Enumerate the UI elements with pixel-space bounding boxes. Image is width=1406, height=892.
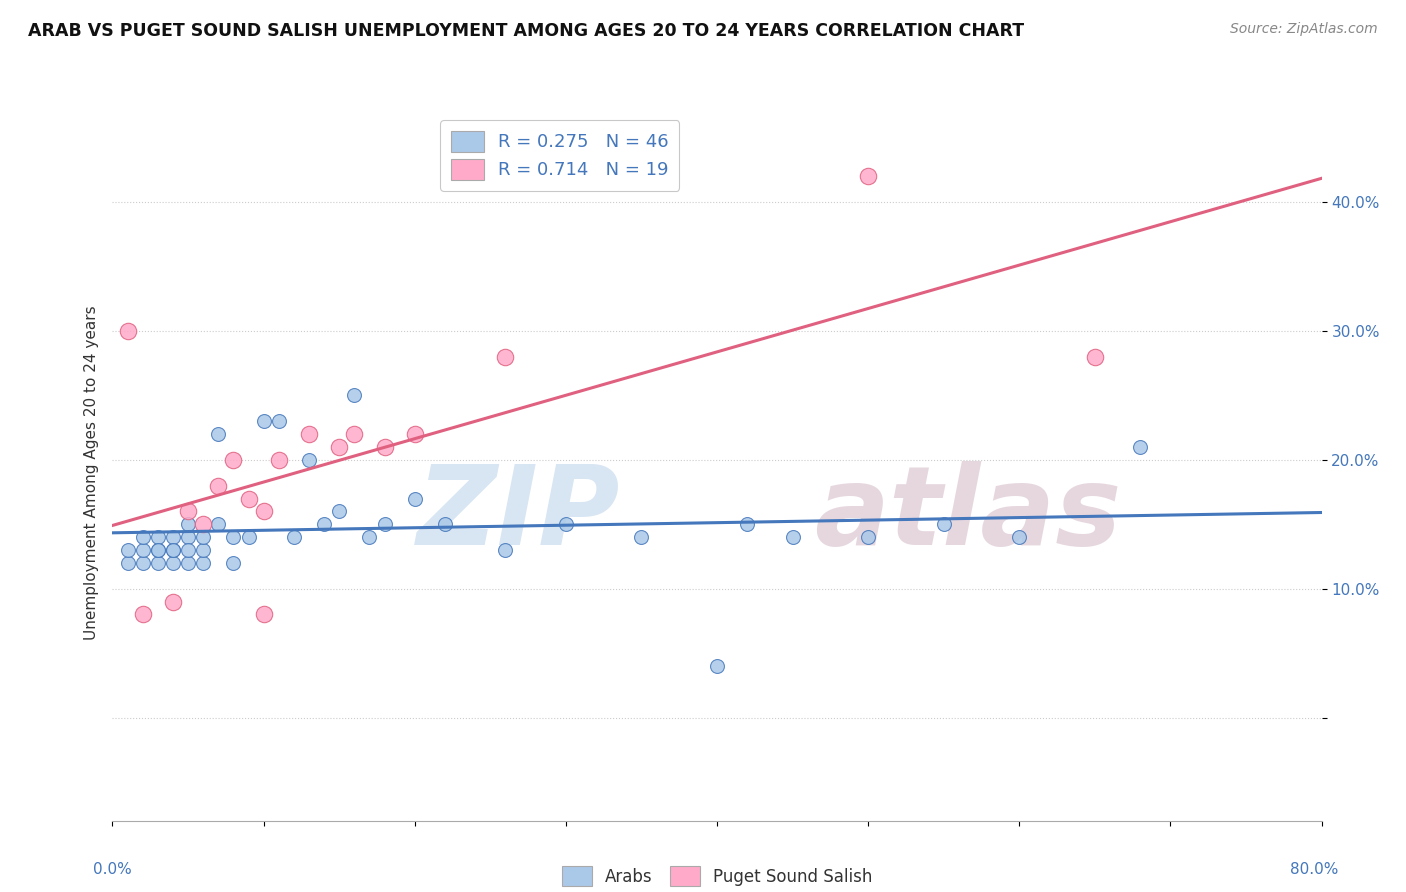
Point <box>343 388 366 402</box>
Point <box>343 427 366 442</box>
Point <box>207 478 229 492</box>
Point <box>253 414 276 428</box>
Point <box>191 517 214 532</box>
Point <box>630 530 652 544</box>
Point <box>495 543 517 558</box>
Text: 80.0%: 80.0% <box>1291 863 1339 877</box>
Point <box>207 427 229 442</box>
Point <box>932 517 955 532</box>
Point <box>404 427 426 442</box>
Point <box>856 530 880 544</box>
Point <box>314 517 336 532</box>
Point <box>238 491 260 506</box>
Point <box>554 517 576 532</box>
Point <box>191 530 214 544</box>
Text: ARAB VS PUGET SOUND SALISH UNEMPLOYMENT AMONG AGES 20 TO 24 YEARS CORRELATION CH: ARAB VS PUGET SOUND SALISH UNEMPLOYMENT … <box>28 22 1024 40</box>
Point <box>162 530 184 544</box>
Point <box>706 659 728 673</box>
Text: 0.0%: 0.0% <box>93 863 132 877</box>
Point <box>433 517 456 532</box>
Point <box>495 350 517 364</box>
Point <box>737 517 759 532</box>
Point <box>207 517 229 532</box>
Point <box>177 504 200 518</box>
Point <box>177 556 200 570</box>
Point <box>177 530 200 544</box>
Text: ZIP: ZIP <box>416 461 620 568</box>
Point <box>374 517 396 532</box>
Point <box>267 414 290 428</box>
Point <box>177 517 200 532</box>
Y-axis label: Unemployment Among Ages 20 to 24 years: Unemployment Among Ages 20 to 24 years <box>83 305 98 640</box>
Point <box>191 556 214 570</box>
Point <box>328 440 350 454</box>
Point <box>191 543 214 558</box>
Point <box>374 440 396 454</box>
Point <box>162 543 184 558</box>
Text: atlas: atlas <box>814 461 1121 568</box>
Point <box>222 530 245 544</box>
Point <box>298 427 321 442</box>
Point <box>298 453 321 467</box>
Point <box>1084 350 1107 364</box>
Point <box>162 594 184 608</box>
Point <box>177 543 200 558</box>
Point <box>328 504 350 518</box>
Point <box>117 324 139 338</box>
Point <box>1008 530 1031 544</box>
Point <box>283 530 305 544</box>
Point <box>132 607 155 622</box>
Point <box>162 543 184 558</box>
Point <box>132 556 155 570</box>
Legend: Arabs, Puget Sound Salish: Arabs, Puget Sound Salish <box>555 860 879 892</box>
Point <box>856 169 880 184</box>
Point <box>146 543 169 558</box>
Point <box>238 530 260 544</box>
Point <box>146 556 169 570</box>
Point <box>782 530 804 544</box>
Point <box>132 543 155 558</box>
Point <box>146 543 169 558</box>
Point <box>222 556 245 570</box>
Point <box>1129 440 1152 454</box>
Point <box>267 453 290 467</box>
Point <box>359 530 381 544</box>
Point <box>117 543 139 558</box>
Point <box>117 556 139 570</box>
Point <box>253 607 276 622</box>
Point <box>146 530 169 544</box>
Point <box>404 491 426 506</box>
Point <box>253 504 276 518</box>
Text: Source: ZipAtlas.com: Source: ZipAtlas.com <box>1230 22 1378 37</box>
Point <box>162 556 184 570</box>
Point <box>222 453 245 467</box>
Point <box>132 530 155 544</box>
